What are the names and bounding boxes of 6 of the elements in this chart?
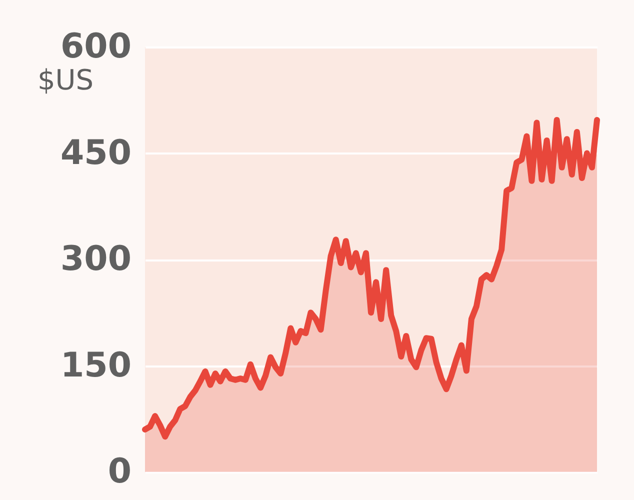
y-axis-title: $US: [37, 64, 94, 96]
y-tick-label: 0: [108, 452, 132, 492]
y-tick-label: 300: [60, 239, 132, 279]
y-tick-label: 600: [60, 26, 132, 66]
y-tick-label: 150: [60, 345, 132, 386]
y-tick-label: 450: [60, 132, 132, 173]
